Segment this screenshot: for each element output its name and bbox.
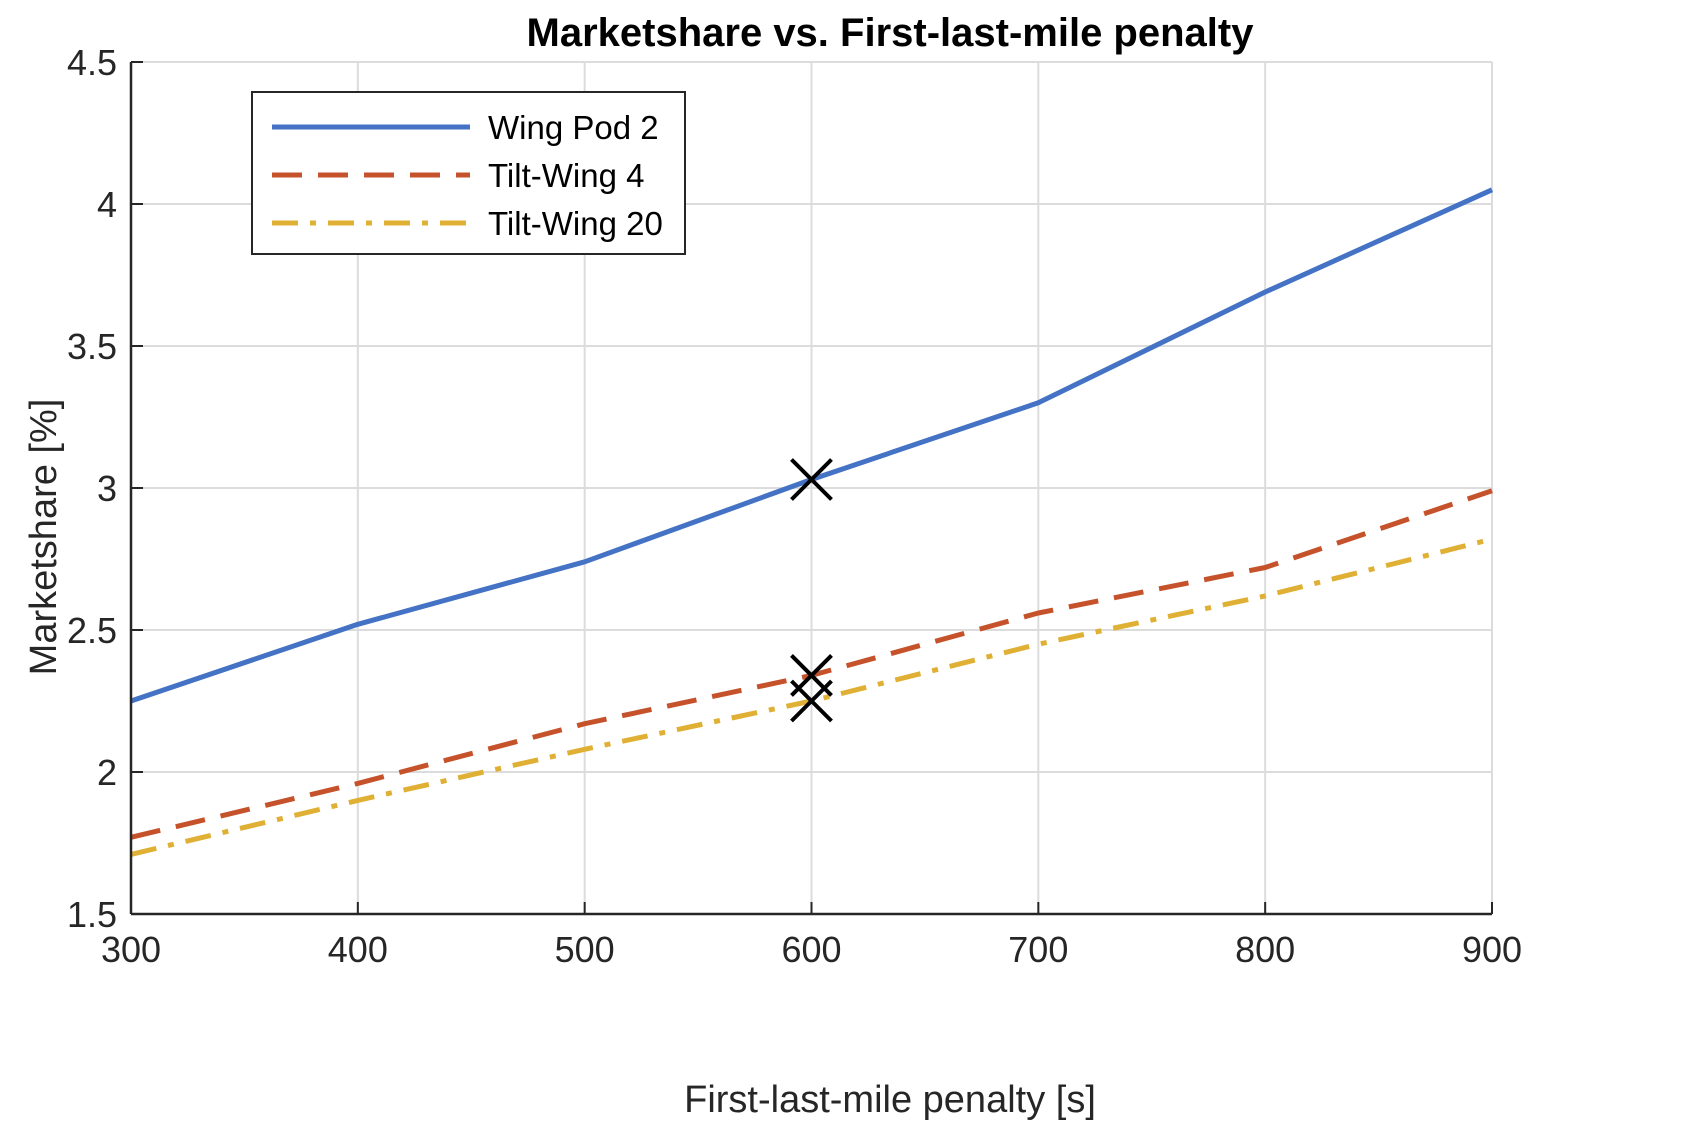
grid (130, 61, 1493, 915)
x-tick-label: 300 (101, 929, 161, 970)
y-axis-label: Marketshare [%] (23, 399, 65, 676)
legend-label-2: Tilt-Wing 4 (488, 157, 644, 194)
x-marker-3 (790, 679, 833, 723)
x-tick-label: 900 (1462, 929, 1522, 970)
tick-labels: 300 400 500 600 700 800 900 1.5 2 2.5 3 3.5 4 4.5 (67, 42, 1522, 970)
x-tick-label: 800 (1235, 929, 1295, 970)
y-tick-label: 2 (97, 752, 117, 793)
chart-title: Marketshare vs. First-last-mile penalty (527, 11, 1255, 55)
x-tick-label: 500 (555, 929, 615, 970)
legend-label-1: Wing Pod 2 (488, 109, 659, 146)
y-tick-label: 3.5 (67, 326, 117, 367)
y-tick-label: 4.5 (67, 42, 117, 83)
axes (129, 61, 1493, 916)
x-marker-stroke (790, 458, 833, 501)
y-tick-label: 4 (97, 184, 117, 225)
y-tick-label: 2.5 (67, 610, 117, 651)
x-marker-1 (790, 458, 833, 501)
x-marker-stroke (790, 679, 833, 723)
y-tick-label: 1.5 (67, 894, 117, 935)
y-tick-label: 3 (97, 468, 117, 509)
x-axis-label: First-last-mile penalty [s] (684, 1079, 1096, 1121)
x-tick-label: 400 (328, 929, 388, 970)
x-tick-label: 700 (1008, 929, 1068, 970)
x-tick-label: 600 (781, 929, 841, 970)
legend-label-3: Tilt-Wing 20 (488, 205, 663, 242)
legend: Wing Pod 2 Tilt-Wing 4 Tilt-Wing 20 (251, 91, 686, 255)
highlight-markers (790, 458, 833, 723)
